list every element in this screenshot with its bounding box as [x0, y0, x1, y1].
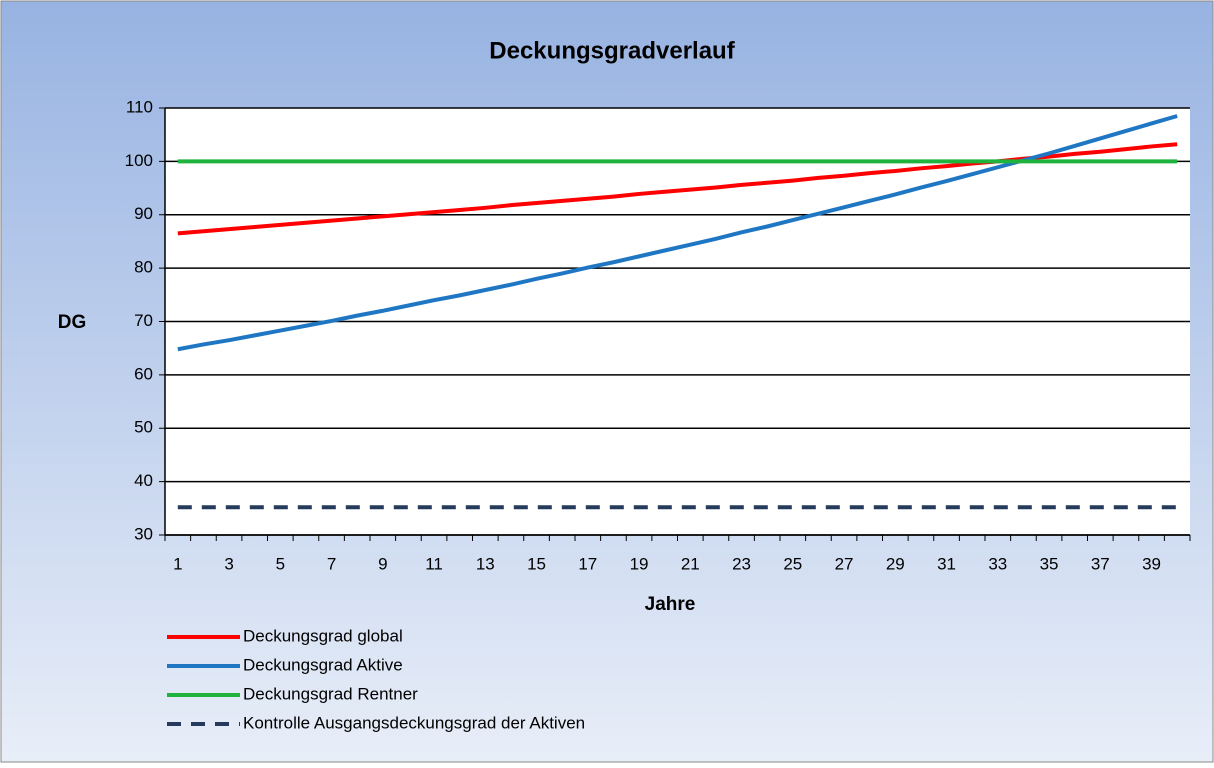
x-tick-label: 33 — [988, 554, 1007, 573]
y-tick-label: 70 — [134, 311, 153, 330]
x-tick-label: 23 — [732, 554, 751, 573]
x-tick-label: 15 — [527, 554, 546, 573]
y-axis-label: DG — [58, 312, 87, 333]
x-tick-label: 9 — [378, 554, 387, 573]
x-tick-label: 35 — [1040, 554, 1059, 573]
x-tick-label: 17 — [578, 554, 597, 573]
y-tick-label: 30 — [134, 524, 153, 543]
legend-label: Kontrolle Ausgangsdeckungsgrad der Aktiv… — [243, 713, 585, 732]
legend-label: Deckungsgrad Aktive — [243, 655, 403, 674]
y-tick-label: 60 — [134, 364, 153, 383]
x-tick-label: 3 — [224, 554, 233, 573]
x-tick-label: 21 — [681, 554, 700, 573]
x-tick-label: 19 — [630, 554, 649, 573]
x-tick-label: 27 — [835, 554, 854, 573]
chart-title: Deckungsgradverlauf — [489, 37, 735, 64]
legend-label: Deckungsgrad global — [243, 626, 403, 645]
x-tick-label: 31 — [937, 554, 956, 573]
x-tick-label: 29 — [886, 554, 905, 573]
x-tick-label: 5 — [276, 554, 285, 573]
y-tick-label: 100 — [125, 151, 153, 170]
x-tick-label: 13 — [476, 554, 495, 573]
x-tick-label: 37 — [1091, 554, 1110, 573]
x-tick-label: 1 — [173, 554, 182, 573]
x-tick-label: 11 — [425, 554, 443, 573]
y-tick-label: 90 — [134, 204, 153, 223]
y-tick-label: 80 — [134, 258, 153, 277]
x-tick-label: 39 — [1142, 554, 1161, 573]
x-axis-label: Jahre — [645, 594, 696, 615]
x-tick-label: 25 — [783, 554, 802, 573]
y-tick-label: 50 — [134, 418, 153, 437]
y-tick-label: 40 — [134, 471, 153, 490]
x-tick-label: 7 — [327, 554, 336, 573]
series-line — [177, 114, 1178, 352]
y-tick-label: 110 — [126, 97, 153, 116]
legend-label: Deckungsgrad Rentner — [243, 684, 418, 703]
